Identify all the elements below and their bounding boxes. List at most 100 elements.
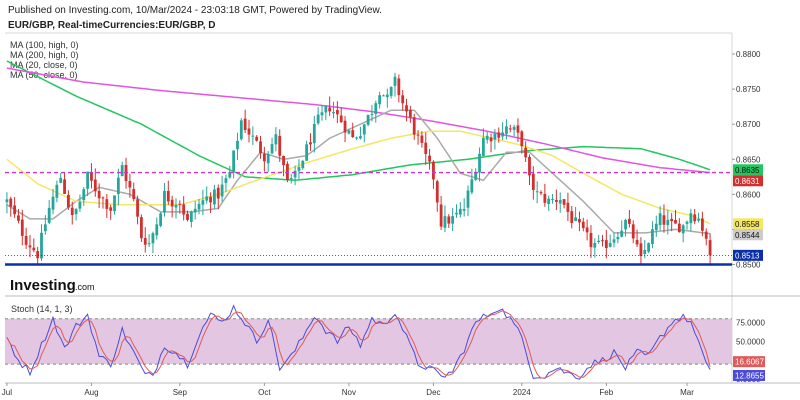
ma-200-legend[interactable]: MA (200, high, 0) — [10, 50, 79, 60]
candle-body — [451, 216, 455, 224]
candle-body — [524, 147, 528, 158]
price-tag-label: 0.8544 — [735, 231, 760, 240]
time-tick-label: Mar — [680, 388, 694, 397]
candle-body — [309, 142, 312, 145]
ma-line — [6, 109, 711, 235]
candle-body — [393, 76, 397, 86]
candle-body — [136, 199, 139, 217]
candle-body — [478, 153, 481, 173]
candle-body — [674, 220, 677, 224]
candle-body — [343, 120, 347, 133]
candle-body — [558, 199, 562, 204]
symbol-title: EUR/GBP, Real-timeCurrencies:EUR/GBP, D — [8, 20, 216, 31]
candle-body — [182, 204, 186, 215]
price-tick-label: 0.8500 — [736, 260, 761, 269]
candle-body — [224, 178, 228, 183]
candle-body — [232, 150, 236, 172]
candle-body — [620, 230, 624, 237]
candle-body — [474, 172, 478, 180]
candle-body — [639, 243, 643, 257]
candle-body — [366, 114, 370, 125]
candle-body — [140, 217, 143, 239]
time-tick-label: Dec — [426, 388, 440, 397]
candle-body — [197, 203, 201, 210]
candle-body — [405, 105, 408, 112]
candle-body — [82, 189, 86, 201]
candle-body — [220, 184, 224, 197]
candle-body — [489, 137, 493, 142]
candle-body — [86, 171, 90, 189]
candle-body — [324, 106, 328, 113]
candle-body — [689, 213, 693, 224]
candle-body — [163, 190, 166, 213]
candle-body — [239, 120, 243, 140]
candle-body — [601, 240, 604, 242]
candle-body — [378, 95, 382, 105]
candle-body — [113, 195, 116, 212]
candle-body — [40, 232, 43, 259]
candle-body — [193, 208, 197, 213]
candle-body — [416, 134, 420, 136]
candle-body — [351, 130, 355, 138]
candle-body — [485, 135, 489, 140]
candle-body — [470, 179, 474, 193]
candle-body — [339, 115, 343, 123]
candle-body — [278, 135, 282, 156]
candle-body — [116, 177, 120, 195]
candle-body — [666, 219, 670, 226]
candle-body — [243, 118, 247, 130]
price-tag-label: 0.8513 — [735, 251, 760, 260]
candle-body — [635, 240, 639, 245]
candle-body — [262, 153, 266, 162]
candle-body — [697, 218, 700, 221]
investing-logo: Investing .com — [10, 277, 95, 294]
price-tag — [733, 249, 763, 261]
candle-body — [708, 240, 712, 256]
candle-body — [236, 140, 239, 150]
candle-body — [662, 215, 666, 225]
candle-body — [355, 137, 358, 139]
candle-body — [608, 243, 612, 247]
ma-20-legend[interactable]: MA (20, close, 0) — [10, 60, 78, 70]
candle-body — [647, 243, 651, 252]
candle-body — [101, 197, 105, 199]
candle-body — [543, 193, 547, 203]
candle-body — [528, 156, 531, 176]
candle-body — [159, 213, 163, 226]
candle-body — [247, 128, 251, 135]
price-tick-label: 0.8600 — [736, 190, 761, 199]
candle-body — [97, 190, 101, 199]
candle-body — [501, 132, 504, 137]
candle-body — [201, 200, 205, 205]
candle-body — [597, 240, 601, 243]
price-tag-label: 0.8635 — [735, 166, 760, 175]
candle-body — [435, 181, 439, 203]
logo-suffix: .com — [75, 282, 95, 292]
candle-body — [432, 161, 435, 180]
price-tick-label: 0.8800 — [736, 50, 761, 59]
price-tag-label: 0.8631 — [735, 177, 760, 186]
price-tick-label: 0.8650 — [736, 155, 761, 164]
stoch-k-line — [6, 304, 711, 380]
candle-body — [170, 199, 174, 207]
candle-body — [13, 205, 17, 215]
candle-body — [28, 245, 32, 248]
candle-body — [428, 155, 431, 162]
stoch-d-line — [6, 310, 711, 379]
candle-body — [32, 247, 36, 251]
candle-body — [255, 136, 259, 141]
time-tick-label: Sep — [173, 388, 188, 397]
stoch-legend[interactable]: Stoch (14, 1, 3) — [11, 304, 73, 314]
candle-body — [458, 208, 462, 215]
candle-body — [63, 179, 66, 194]
candle-body — [382, 95, 385, 97]
candle-body — [481, 137, 485, 156]
candle-body — [347, 130, 351, 134]
candle-body — [512, 126, 516, 130]
ma-line — [6, 67, 711, 174]
candle-body — [362, 124, 366, 135]
candle-body — [627, 218, 631, 224]
stoch-tag-label: 16.6067 — [735, 358, 764, 367]
ma-100-legend[interactable]: MA (100, high, 0) — [10, 40, 79, 50]
